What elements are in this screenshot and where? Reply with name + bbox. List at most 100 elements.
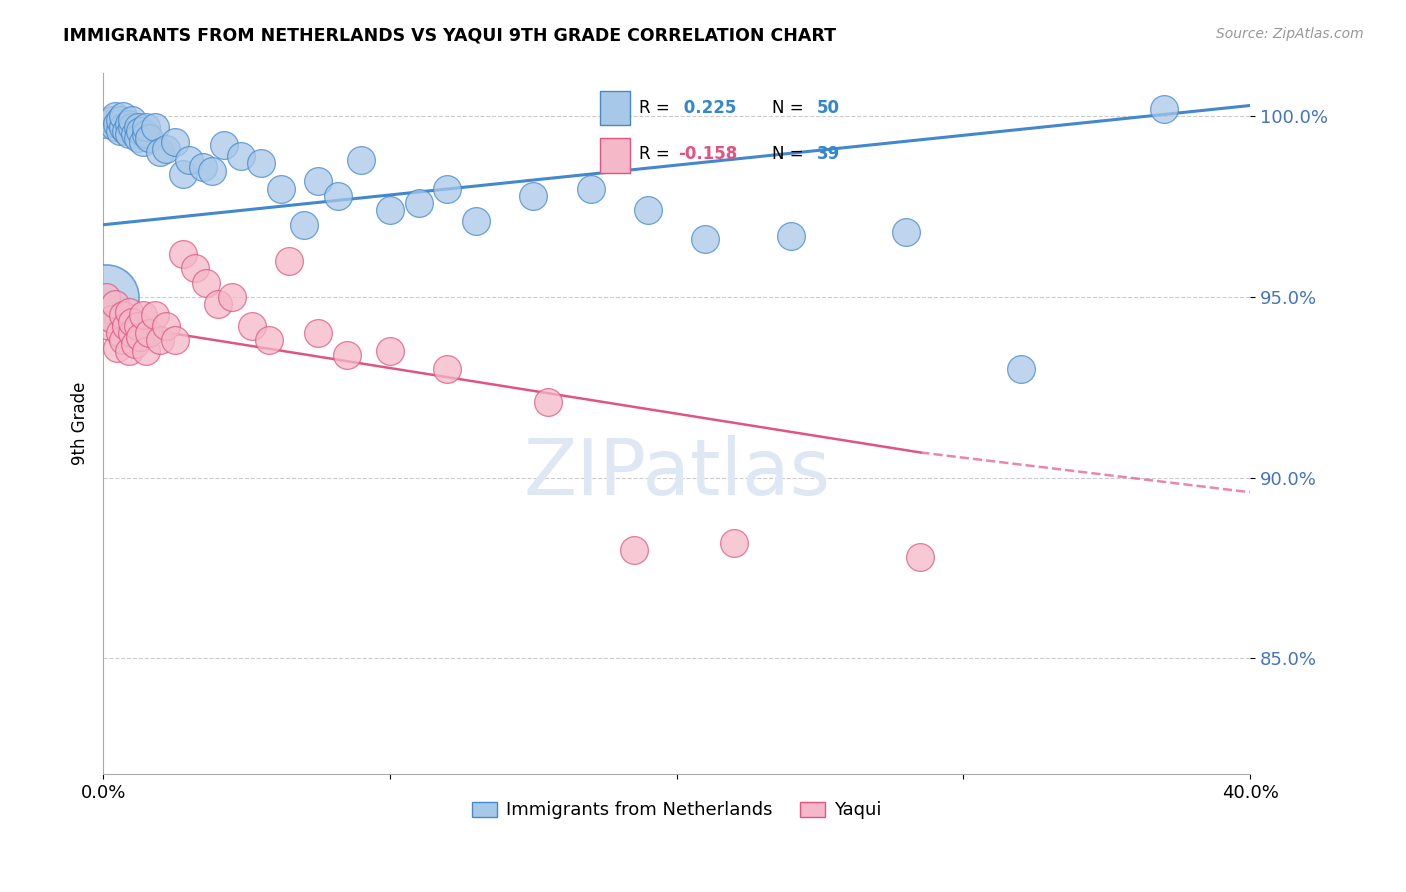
Point <box>240 318 263 333</box>
Point <box>221 290 243 304</box>
Point <box>1153 102 1175 116</box>
Point <box>378 344 401 359</box>
Point <box>894 225 917 239</box>
Point <box>193 160 215 174</box>
Point <box>104 120 127 135</box>
Point <box>408 196 430 211</box>
Point <box>110 112 132 127</box>
Point <box>97 318 120 333</box>
Point <box>436 362 458 376</box>
Point <box>212 138 235 153</box>
Point <box>336 348 359 362</box>
Point <box>328 189 350 203</box>
Point <box>127 318 149 333</box>
Point <box>115 124 138 138</box>
Point <box>522 189 544 203</box>
Text: -0.158: -0.158 <box>678 145 737 163</box>
Point <box>124 337 146 351</box>
Text: ZIPatlas: ZIPatlas <box>523 434 830 510</box>
Point <box>250 156 273 170</box>
Point <box>307 326 329 341</box>
Point <box>464 214 486 228</box>
Point <box>107 117 129 131</box>
Point <box>184 261 207 276</box>
Text: R =: R = <box>638 145 675 163</box>
Point <box>138 326 160 341</box>
Legend: Immigrants from Netherlands, Yaqui: Immigrants from Netherlands, Yaqui <box>467 796 887 825</box>
Point <box>118 117 141 131</box>
Text: IMMIGRANTS FROM NETHERLANDS VS YAQUI 9TH GRADE CORRELATION CHART: IMMIGRANTS FROM NETHERLANDS VS YAQUI 9TH… <box>63 27 837 45</box>
Text: 50: 50 <box>817 99 841 117</box>
Bar <box>599 91 630 126</box>
Point <box>910 550 932 565</box>
Point <box>124 128 146 142</box>
Bar <box>599 137 630 173</box>
Point <box>100 112 122 127</box>
Point <box>155 142 177 156</box>
Point <box>132 308 155 322</box>
Point <box>94 117 117 131</box>
Point <box>172 167 194 181</box>
Y-axis label: 9th Grade: 9th Grade <box>72 382 89 466</box>
Point <box>195 276 218 290</box>
Point <box>163 135 186 149</box>
Point <box>155 318 177 333</box>
Point <box>110 326 132 341</box>
Point <box>307 174 329 188</box>
Point <box>207 297 229 311</box>
Point <box>135 120 157 135</box>
Point <box>143 308 166 322</box>
Point <box>149 334 172 348</box>
Point <box>270 181 292 195</box>
Point <box>107 341 129 355</box>
Point <box>229 149 252 163</box>
Point <box>138 131 160 145</box>
Text: R =: R = <box>638 99 675 117</box>
Point <box>163 334 186 348</box>
Point <box>143 120 166 135</box>
Point <box>129 124 152 138</box>
Point <box>112 109 135 123</box>
Point <box>121 120 143 135</box>
Point <box>94 290 117 304</box>
Point <box>278 254 301 268</box>
Point <box>350 153 373 167</box>
Point <box>121 315 143 329</box>
Point <box>579 181 602 195</box>
Point <box>623 543 645 558</box>
Point <box>172 246 194 260</box>
Point <box>259 334 281 348</box>
Point <box>118 304 141 318</box>
Point <box>1010 362 1032 376</box>
Point <box>118 128 141 142</box>
Point <box>112 334 135 348</box>
Text: N =: N = <box>772 99 808 117</box>
Point <box>201 163 224 178</box>
Point <box>292 218 315 232</box>
Point <box>110 124 132 138</box>
Text: N =: N = <box>772 145 808 163</box>
Point <box>135 344 157 359</box>
Point <box>127 120 149 135</box>
Point <box>536 395 558 409</box>
Point <box>378 203 401 218</box>
Point <box>127 131 149 145</box>
Point <box>112 120 135 135</box>
Point <box>115 318 138 333</box>
Point <box>104 297 127 311</box>
Point <box>149 145 172 160</box>
Point <box>112 308 135 322</box>
Point <box>100 311 122 326</box>
Text: Source: ZipAtlas.com: Source: ZipAtlas.com <box>1216 27 1364 41</box>
Point <box>121 112 143 127</box>
Point <box>104 109 127 123</box>
Point <box>129 330 152 344</box>
Point <box>118 344 141 359</box>
Point <box>723 536 745 550</box>
Point <box>179 153 201 167</box>
Text: 0.225: 0.225 <box>678 99 737 117</box>
Point <box>132 135 155 149</box>
Point <box>637 203 659 218</box>
Point <box>436 181 458 195</box>
Point <box>121 326 143 341</box>
